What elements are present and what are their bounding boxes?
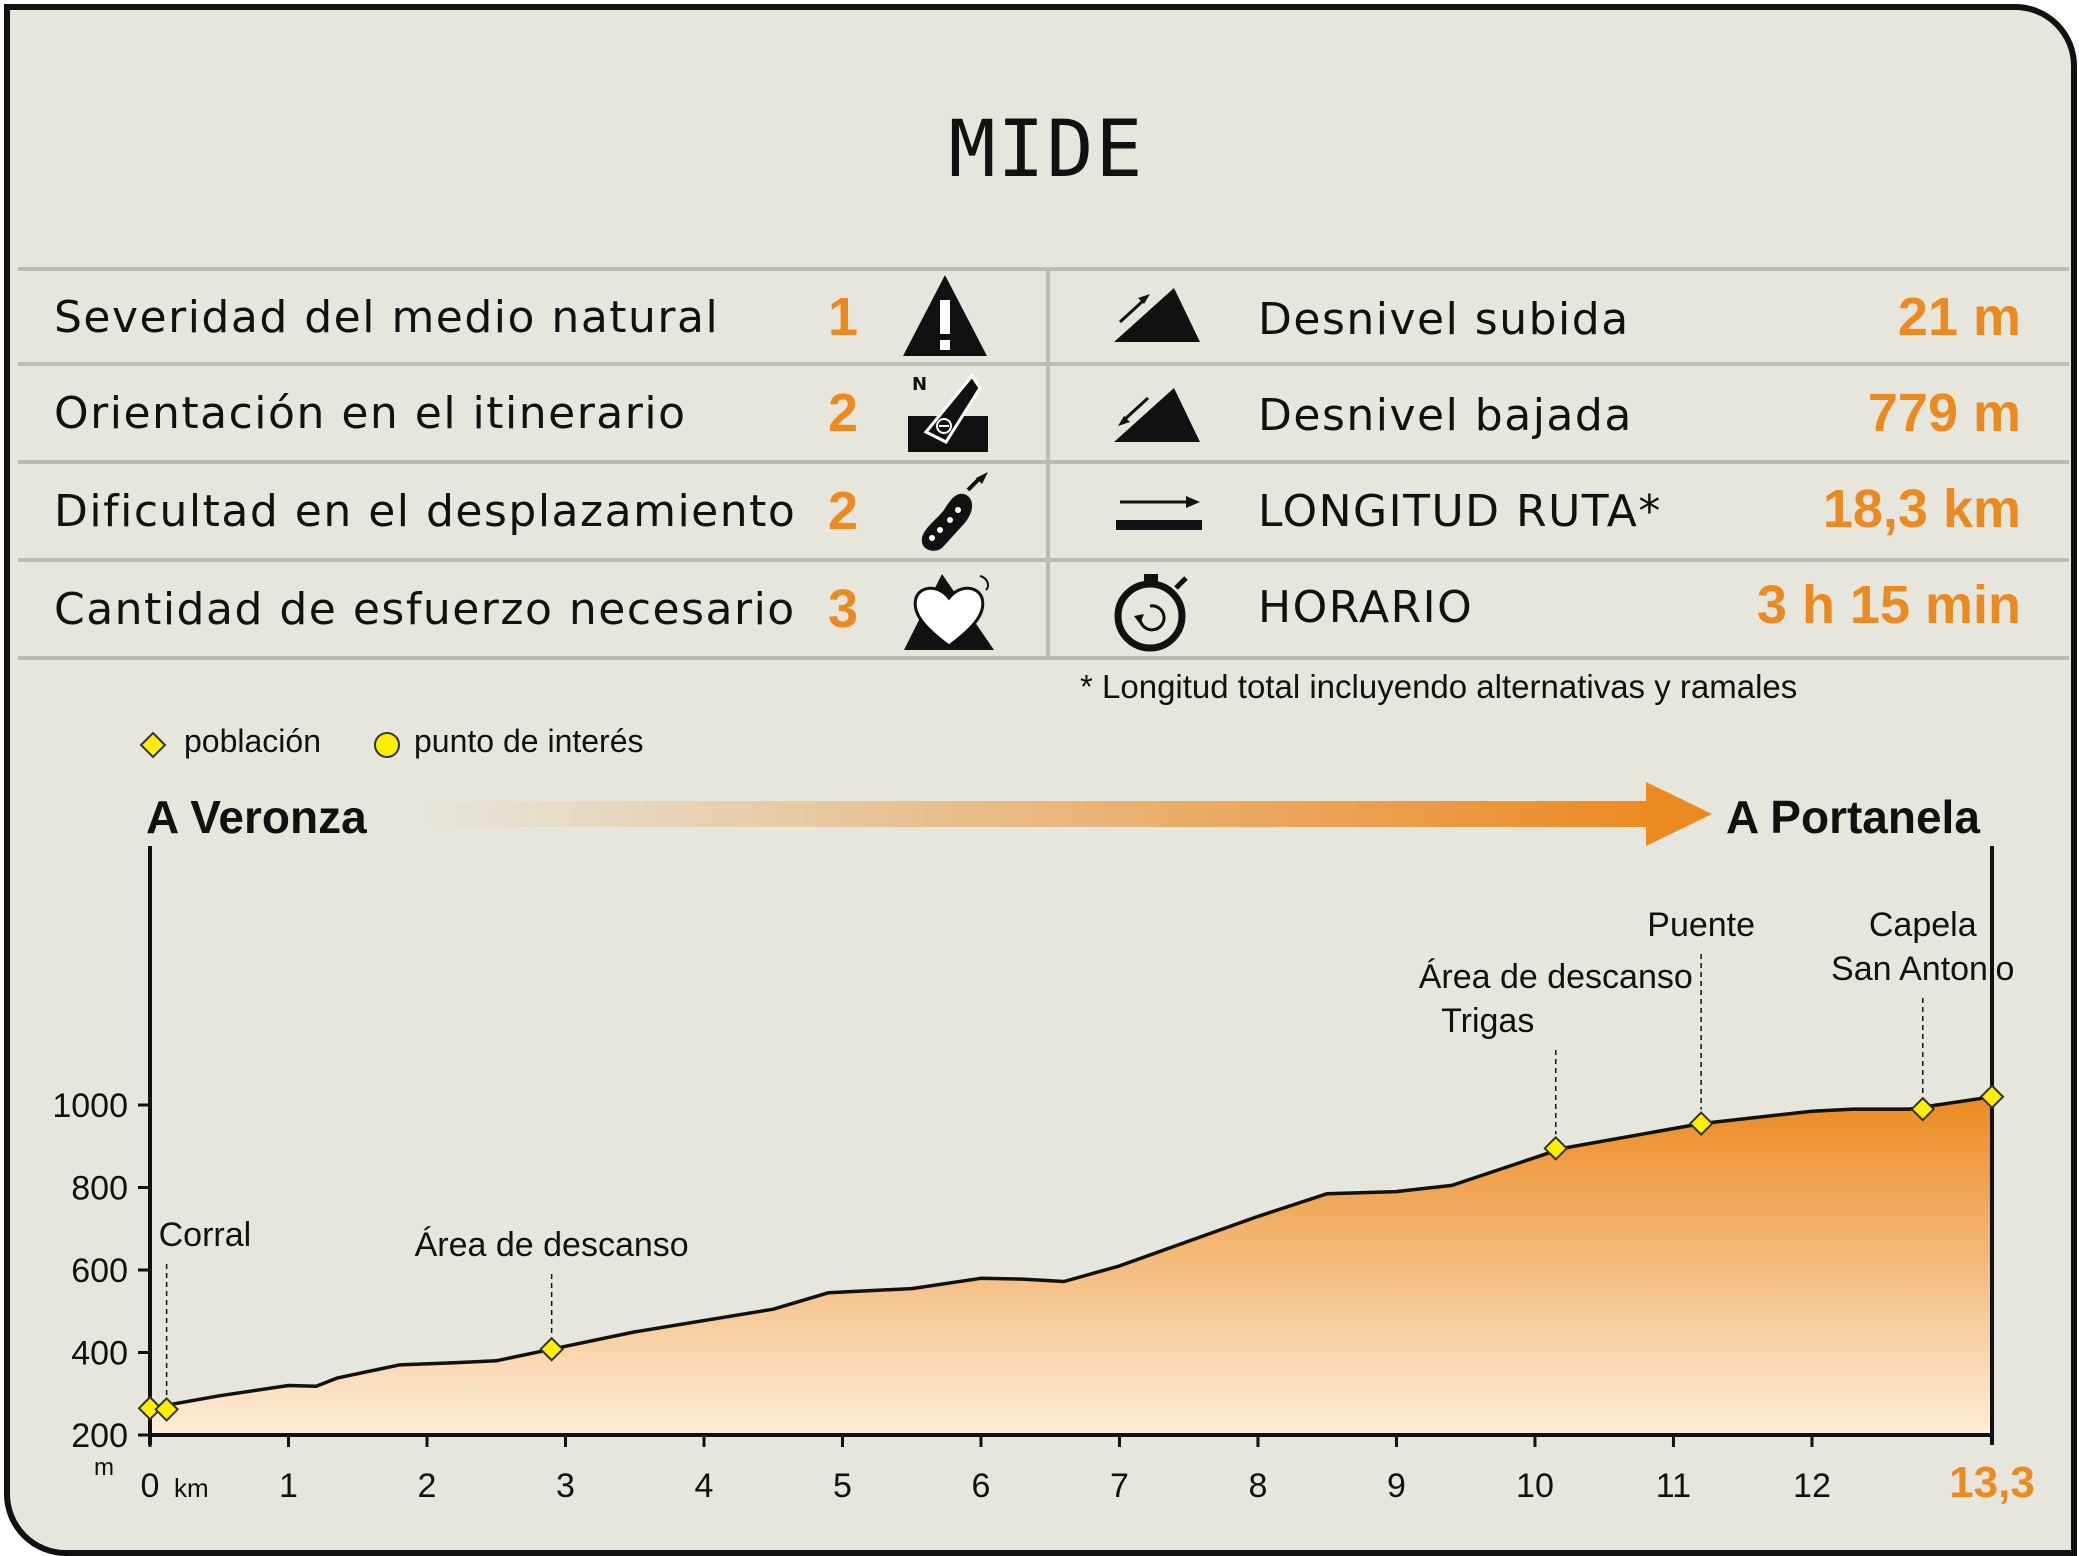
stats-label-longitud: LONGITUD RUTA* xyxy=(1258,486,1662,537)
x-tick-label: 6 xyxy=(972,1467,991,1505)
marker-label: San Antonio xyxy=(1831,950,2014,988)
route-length-arrow-icon xyxy=(1116,496,1202,530)
marker-label: Capela xyxy=(1869,906,1977,944)
stats-value-subida: 21 m xyxy=(1897,287,2021,347)
x-tick-label: 0 xyxy=(141,1467,160,1505)
poblacion-diamond-icon xyxy=(139,731,167,759)
compass-orientation-icon: N xyxy=(908,373,988,452)
x-tick-label: 9 xyxy=(1387,1467,1406,1505)
y-tick-label: 200 xyxy=(71,1417,128,1455)
x-tick-label: 1 xyxy=(279,1467,298,1505)
x-tick-label: 10 xyxy=(1516,1467,1554,1505)
mide-score-desplazamiento: 2 xyxy=(828,481,859,541)
stats-value-bajada: 779 m xyxy=(1867,383,2021,443)
x-tick-label: 4 xyxy=(695,1467,714,1505)
mide-card: MIDE Severidad del medio natural 1 Orien… xyxy=(4,4,2077,1556)
x-tick-label: 8 xyxy=(1249,1467,1268,1505)
stats-value-longitud: 18,3 km xyxy=(1822,479,2021,539)
mide-score-esfuerzo: 3 xyxy=(828,579,859,639)
table-divider xyxy=(18,558,2069,562)
poblacion-marker xyxy=(539,1336,565,1362)
stats-label-subida: Desnivel subida xyxy=(1258,294,1630,345)
stopwatch-icon xyxy=(1114,574,1188,652)
stats-label-horario: HORARIO xyxy=(1258,582,1474,633)
y-tick-label: 400 xyxy=(71,1335,128,1373)
poblacion-marker xyxy=(154,1397,180,1422)
x-end-label: 13,3 xyxy=(1949,1458,2035,1507)
descent-slope-icon xyxy=(1114,388,1200,442)
x-tick-label: 7 xyxy=(1110,1467,1129,1505)
route-direction-arrow-head xyxy=(1646,782,1712,846)
table-column-divider xyxy=(1046,267,1050,660)
marker-label: Área de descanso xyxy=(415,1226,689,1264)
table-divider xyxy=(18,362,2069,366)
poblacion-marker xyxy=(1543,1135,1569,1161)
y-tick-label: 600 xyxy=(71,1252,128,1290)
warning-triangle-icon xyxy=(903,275,987,356)
x-tick-label: 5 xyxy=(833,1467,852,1505)
x-tick-label: 2 xyxy=(418,1467,437,1505)
table-divider xyxy=(18,656,2069,660)
route-direction-arrow-shaft xyxy=(420,801,1660,827)
mide-label-esfuerzo: Cantidad de esfuerzo necesario xyxy=(54,584,796,635)
y-axis-unit: m xyxy=(94,1454,114,1481)
poblacion-marker xyxy=(1979,1084,2005,1110)
x-axis-unit: km xyxy=(174,1473,209,1503)
poblacion-marker xyxy=(1688,1111,1714,1136)
marker-label: Trigas xyxy=(1441,1002,1534,1040)
stats-label-bajada: Desnivel bajada xyxy=(1258,390,1633,441)
mide-label-orientacion: Orientación en el itinerario xyxy=(54,388,687,439)
route-end: A Portanela xyxy=(1726,791,1980,843)
x-tick-label: 11 xyxy=(1656,1467,1691,1505)
mide-label-severidad: Severidad del medio natural xyxy=(54,292,720,343)
table-divider xyxy=(18,460,2069,464)
y-tick-label: 800 xyxy=(71,1170,128,1208)
marker-label: Corral xyxy=(159,1216,252,1254)
x-tick-label: 12 xyxy=(1793,1467,1831,1505)
page-title: MIDE xyxy=(948,105,1145,195)
legend-poblacion: población xyxy=(184,723,321,759)
route-start: A Veronza xyxy=(146,791,367,843)
punto-interes-circle-icon xyxy=(374,732,400,758)
mide-label-desplazamiento: Dificultad en el desplazamiento xyxy=(54,486,797,537)
y-tick-label: 1000 xyxy=(52,1087,128,1125)
mide-score-severidad: 1 xyxy=(828,287,859,347)
poblacion-marker xyxy=(137,1395,163,1421)
legend-punto-interes: punto de interés xyxy=(414,723,644,759)
table-divider xyxy=(18,267,2069,271)
heart-effort-icon xyxy=(904,574,994,650)
x-tick-label: 3 xyxy=(556,1467,575,1505)
poblacion-marker xyxy=(1910,1096,1936,1122)
elevation-area xyxy=(150,1096,1992,1435)
marker-label: Puente xyxy=(1647,906,1755,944)
elevation-profile-line xyxy=(149,1095,1993,1410)
svg-text:N: N xyxy=(912,374,927,395)
marker-label: Área de descanso xyxy=(1419,958,1693,996)
ascent-slope-icon xyxy=(1114,288,1200,342)
footnote: * Longitud total incluyendo alternativas… xyxy=(1080,668,1798,705)
stats-value-horario: 3 h 15 min xyxy=(1756,575,2021,635)
footprint-icon xyxy=(921,472,988,551)
mide-score-orientacion: 2 xyxy=(828,383,859,443)
